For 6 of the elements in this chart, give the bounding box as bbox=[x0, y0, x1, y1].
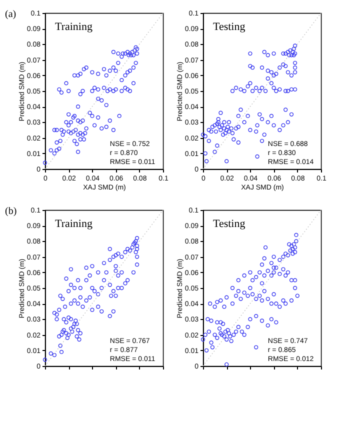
text: (b) bbox=[5, 206, 17, 217]
text: Testing bbox=[213, 21, 246, 33]
text: Testing bbox=[213, 218, 246, 230]
text: Training bbox=[55, 218, 93, 230]
text: (a) bbox=[5, 9, 16, 20]
text: Training bbox=[55, 21, 93, 33]
